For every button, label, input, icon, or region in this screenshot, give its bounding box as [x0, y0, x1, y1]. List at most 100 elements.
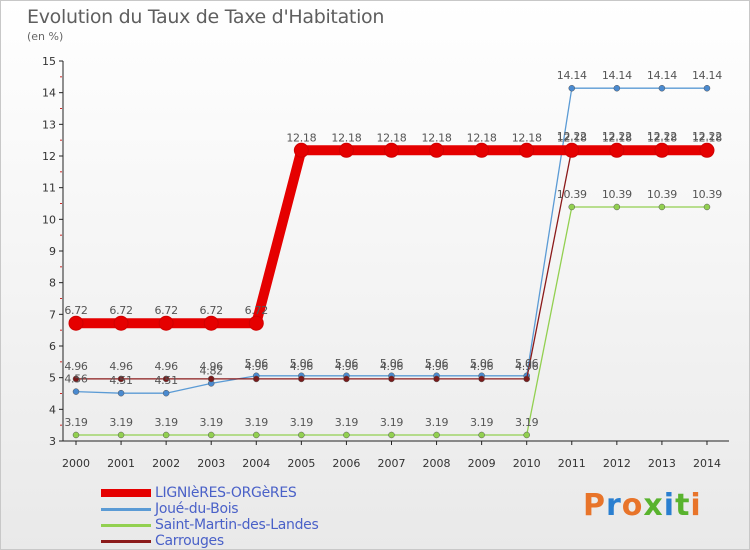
y-tick-label: 14 — [42, 87, 56, 100]
x-tick-label: 2010 — [513, 457, 541, 470]
data-label: 12.18 — [467, 131, 497, 144]
data-point — [568, 203, 576, 211]
data-label: 4.96 — [425, 360, 449, 373]
legend: LIGNIèRES-ORGèRES Joué-du-Bois Saint-Mar… — [101, 485, 319, 549]
data-point — [68, 315, 84, 331]
data-point — [523, 431, 530, 439]
data-label: 12.18 — [512, 131, 542, 144]
data-point — [388, 375, 395, 383]
data-point — [72, 388, 80, 395]
data-label: 3.19 — [245, 416, 269, 429]
series-line — [76, 148, 707, 380]
y-tick-label: 10 — [42, 213, 56, 226]
data-label: 14.14 — [557, 69, 587, 82]
y-tick-label: 11 — [42, 182, 56, 195]
data-point — [568, 84, 576, 92]
data-label: 14.14 — [647, 69, 677, 82]
x-tick-label: 2000 — [62, 457, 90, 470]
data-label: 12.22 — [557, 130, 587, 143]
data-point — [158, 315, 174, 331]
data-label: 12.18 — [602, 131, 632, 144]
x-tick-label: 2008 — [423, 457, 451, 470]
data-label: 12.22 — [647, 130, 677, 143]
legend-label: Joué-du-Bois — [155, 501, 239, 517]
data-point — [609, 142, 625, 158]
data-label: 12.18 — [647, 131, 677, 144]
data-label: 4.96 — [335, 360, 359, 373]
data-label: 12.22 — [602, 130, 632, 143]
x-tick-label: 2004 — [242, 457, 270, 470]
data-label: 3.19 — [200, 416, 224, 429]
data-label: 6.72 — [200, 304, 223, 317]
data-point — [253, 375, 260, 383]
data-label: 4.96 — [470, 360, 494, 373]
x-tick-label: 2012 — [603, 457, 631, 470]
x-tick-label: 2005 — [287, 457, 315, 470]
data-label: 14.14 — [602, 69, 632, 82]
data-point — [703, 84, 711, 92]
logo-letter: i — [690, 488, 702, 523]
x-tick-label: 2006 — [332, 457, 360, 470]
data-point — [564, 142, 580, 158]
data-point — [207, 431, 215, 439]
x-tick-label: 2001 — [107, 457, 135, 470]
data-point — [162, 389, 170, 397]
data-label: 10.39 — [557, 188, 587, 201]
data-point — [72, 375, 80, 383]
data-point — [343, 375, 350, 383]
data-label: 14.14 — [692, 69, 722, 82]
proxiti-logo: Proxiti — [583, 488, 702, 523]
legend-swatch-carrouges — [101, 539, 151, 543]
data-label: 4.96 — [380, 360, 404, 373]
data-label: 4.96 — [515, 360, 539, 373]
data-label: 12.18 — [376, 131, 406, 144]
data-label: 4.96 — [200, 360, 224, 373]
data-point — [658, 203, 666, 211]
data-point — [703, 203, 711, 211]
x-tick-label: 2007 — [377, 457, 405, 470]
data-label: 4.96 — [109, 360, 133, 373]
data-label: 3.19 — [425, 416, 449, 429]
data-point — [383, 142, 399, 158]
data-point — [343, 431, 350, 439]
data-label: 12.18 — [422, 131, 452, 144]
y-tick-label: 9 — [49, 245, 56, 258]
y-tick-label: 8 — [49, 277, 56, 290]
data-point — [613, 203, 621, 211]
legend-swatch-joue-du-bois — [101, 507, 151, 511]
data-label: 12.18 — [557, 131, 587, 144]
data-label: 6.72 — [64, 304, 87, 317]
data-point — [478, 431, 485, 439]
data-label: 4.96 — [290, 360, 314, 373]
data-label: 3.19 — [335, 416, 359, 429]
legend-label: LIGNIèRES-ORGèRES — [155, 485, 297, 501]
series-line — [76, 145, 707, 329]
y-tick-label: 4 — [49, 403, 56, 416]
chart-subtitle: (en %) — [27, 30, 64, 43]
data-point — [162, 431, 170, 439]
data-label: 10.39 — [647, 188, 677, 201]
legend-item-saint-martin: Saint-Martin-des-Landes — [101, 517, 319, 533]
y-tick-label: 15 — [42, 55, 56, 68]
data-point — [433, 375, 440, 383]
data-point — [207, 375, 215, 383]
data-label: 4.56 — [64, 373, 88, 386]
y-tick-label: 13 — [42, 118, 56, 131]
x-tick-label: 2011 — [558, 457, 586, 470]
data-point — [388, 431, 395, 439]
data-label: 5.06 — [425, 357, 449, 370]
data-point — [654, 142, 670, 158]
data-label: 3.19 — [470, 416, 494, 429]
data-label: 3.19 — [154, 416, 178, 429]
data-point — [658, 84, 666, 92]
data-label: 10.39 — [692, 188, 722, 201]
y-tick-label: 3 — [49, 435, 56, 448]
data-point — [72, 431, 80, 439]
data-label: 6.72 — [109, 304, 132, 317]
logo-letter: P — [583, 488, 606, 523]
data-label: 6.72 — [154, 304, 177, 317]
data-point — [117, 389, 125, 397]
data-label: 12.22 — [692, 130, 722, 143]
